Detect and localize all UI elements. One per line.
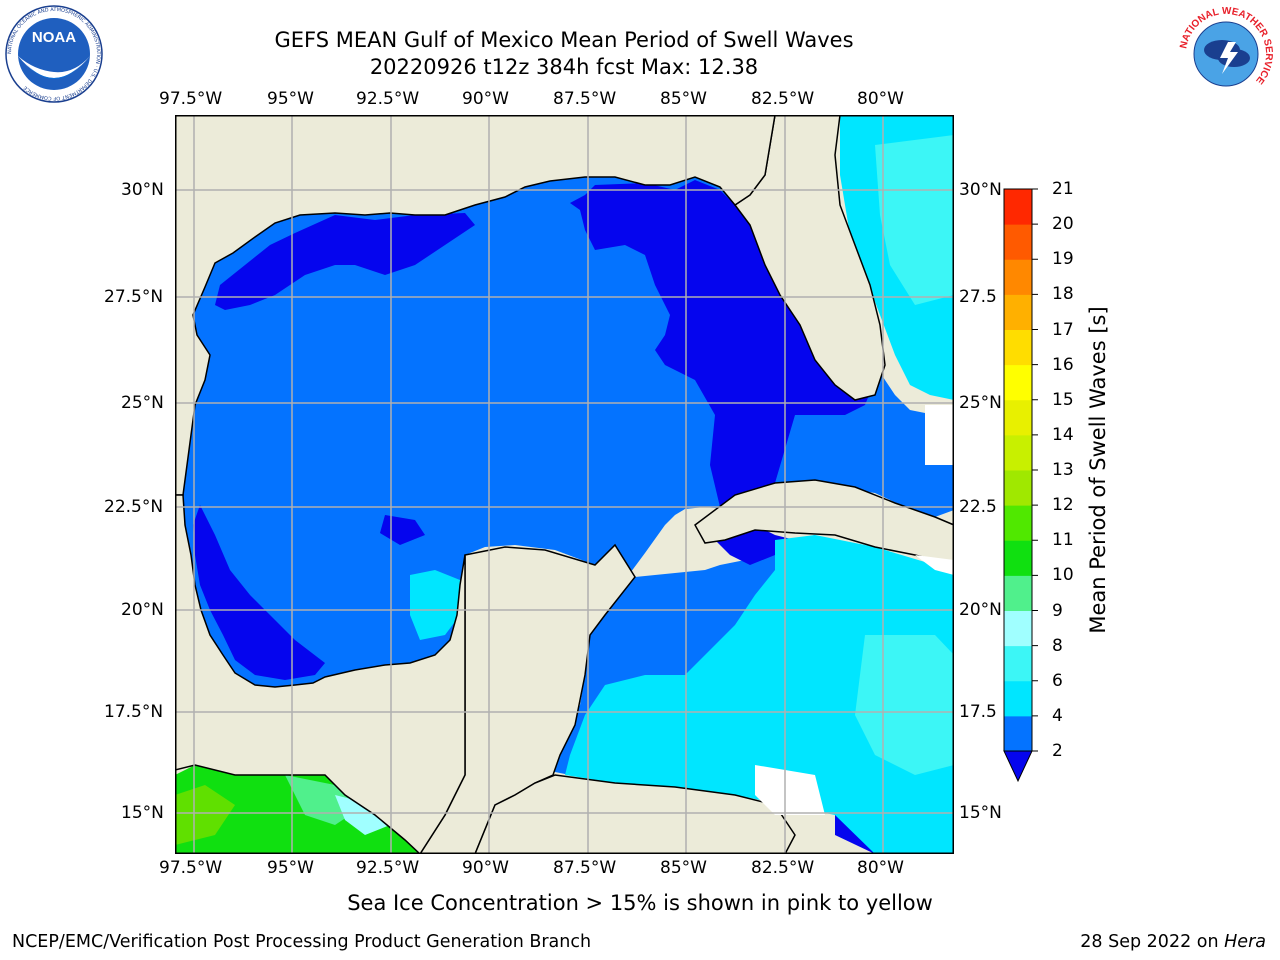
lon-label-bottom: 95°W — [267, 858, 314, 878]
lat-label-left: 25°N — [121, 393, 164, 413]
sea-ice-note: Sea Ice Concentration > 15% is shown in … — [347, 891, 933, 915]
colorbar-tick-label: 18 — [1052, 284, 1074, 305]
lon-label-bottom: 90°W — [462, 858, 509, 878]
colorbar-tick-label: 8 — [1052, 635, 1063, 656]
long-period-zones — [410, 115, 954, 854]
colorbar-tick-label: 16 — [1052, 354, 1074, 375]
footer-date: 28 Sep 2022 on Hera — [1080, 932, 1266, 952]
cuba — [694, 479, 954, 566]
lat-label-right: 20°N — [959, 600, 1002, 620]
lon-label-bottom: 87.5°W — [553, 858, 617, 878]
map-svg — [175, 115, 954, 854]
lon-label-bottom: 85°W — [660, 858, 707, 878]
colorbar-svg — [1003, 188, 1038, 783]
colorbar-tick-label: 21 — [1052, 179, 1074, 199]
lat-label-left: 27.5°N — [104, 287, 164, 307]
graticule — [175, 115, 954, 854]
lon-label-top: 80°W — [857, 89, 904, 109]
colorbar-swatch — [1004, 329, 1032, 366]
colorbar-swatch — [1004, 434, 1032, 471]
colorbar-tick-label: 14 — [1052, 424, 1074, 445]
colorbar-swatch — [1004, 399, 1032, 436]
colorbar-swatch — [1004, 680, 1032, 717]
colorbar-swatch — [1004, 294, 1032, 330]
colorbar-tick-label: 17 — [1052, 319, 1074, 340]
map-frame — [175, 115, 954, 854]
lon-label-top: 92.5°W — [356, 89, 420, 109]
colorbar-tick-label: 4 — [1052, 705, 1063, 726]
map-title: GEFS MEAN Gulf of Mexico Mean Period of … — [274, 28, 854, 52]
lat-label-right: 27.5 — [959, 287, 997, 307]
lon-label-bottom: 80°W — [857, 858, 904, 878]
colorbar-tick-label: 19 — [1052, 249, 1074, 270]
colorbar-tick-label: 10 — [1052, 565, 1074, 586]
lon-label-top: 82.5°W — [751, 89, 815, 109]
colorbar-tick-label: 13 — [1052, 460, 1074, 480]
lat-label-right: 15°N — [959, 803, 1002, 823]
colorbar-swatch — [1004, 715, 1032, 752]
lat-label-left: 22.5°N — [104, 497, 164, 517]
colorbar-tick-label: 6 — [1052, 670, 1063, 691]
lat-label-right: 25°N — [959, 393, 1002, 413]
colorbar-swatch — [1004, 610, 1032, 647]
map-panel[interactable] — [175, 115, 954, 854]
colorbar-swatch — [1004, 645, 1032, 682]
colorbar-swatch — [1004, 189, 1032, 225]
colorbar-swatch — [1004, 224, 1032, 260]
colorbar-swatch — [1004, 259, 1032, 295]
us-gulf-coast — [175, 115, 776, 496]
noaa-logo-text: NOAA — [32, 29, 76, 46]
lon-label-top: 87.5°W — [553, 89, 617, 109]
footer-date-text: 28 Sep 2022 on — [1080, 932, 1225, 952]
florida — [733, 115, 886, 401]
noaa-logo: NOAA NATIONAL OCEANIC AND ATMOSPHERIC AD… — [4, 4, 104, 104]
colorbar-tick-label: 11 — [1052, 530, 1074, 551]
lon-label-top: 97.5°W — [159, 89, 223, 109]
lat-label-right: 30°N — [959, 180, 1002, 200]
lat-label-left: 17.5°N — [104, 702, 164, 722]
central-america — [474, 774, 796, 854]
lon-label-bottom: 92.5°W — [356, 858, 420, 878]
lon-label-bottom: 82.5°W — [751, 858, 815, 878]
colorbar-ticks: 2 4 6 8 9 10 11 12 13 14 15 16 17 18 19 20 21 — [1044, 179, 1084, 786]
mexico-coast — [175, 494, 466, 854]
colorbar-tick-label: 12 — [1052, 495, 1074, 516]
colorbar-tick-label: 20 — [1052, 214, 1074, 235]
colorbar-swatch — [1004, 540, 1032, 576]
lat-label-left: 20°N — [121, 600, 164, 620]
footer-host: Hera — [1224, 932, 1266, 952]
colorbar-swatch — [1004, 470, 1032, 506]
colorbar-label: Mean Period of Swell Waves [s] — [1086, 306, 1110, 634]
lon-label-bottom: 97.5°W — [159, 858, 223, 878]
lon-label-top: 95°W — [267, 89, 314, 109]
lat-label-left: 30°N — [121, 180, 164, 200]
colorbar — [1000, 186, 1040, 786]
colorbar-swatch — [1004, 575, 1032, 611]
colorbar-tick-label: 2 — [1052, 741, 1063, 761]
lat-label-right: 17.5 — [959, 702, 997, 722]
colorbar-under-arrow — [1003, 750, 1033, 783]
colorbar-swatch — [1004, 364, 1032, 401]
lon-label-top: 90°W — [462, 89, 509, 109]
colorbar-tick-label: 15 — [1052, 389, 1074, 410]
colorbar-swatch — [1004, 505, 1032, 541]
lat-label-right: 22.5 — [959, 497, 997, 517]
map-subtitle: 20220926 t12z 384h fcst Max: 12.38 — [369, 55, 759, 79]
footer-credit: NCEP/EMC/Verification Post Processing Pr… — [12, 932, 592, 952]
nws-logo: NATIONAL WEATHER SERVICE — [1176, 4, 1276, 104]
lon-label-top: 85°W — [660, 89, 707, 109]
lat-label-left: 15°N — [121, 803, 164, 823]
no-data-patches — [755, 405, 954, 815]
colorbar-tick-label: 9 — [1052, 600, 1063, 621]
